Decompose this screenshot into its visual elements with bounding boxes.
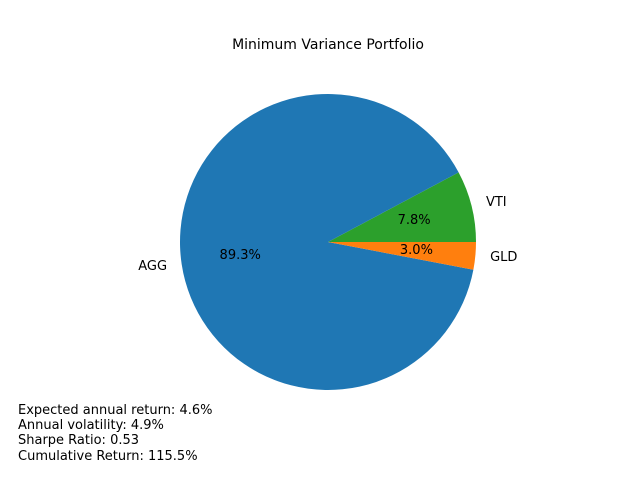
- pie-labels: VTI 7.8% AGG 89.3% GLD 3.0%: [138, 195, 517, 274]
- slice-percent-vti: 7.8%: [398, 213, 431, 228]
- pie-slice-agg: [179, 93, 474, 390]
- pie-slice-vti: [328, 172, 476, 242]
- expected-return-text: Expected annual return: 4.6%: [18, 403, 213, 418]
- slice-percent-gld: 3.0%: [400, 243, 433, 258]
- pie-slices: [179, 93, 476, 390]
- slice-label-agg: AGG: [138, 259, 167, 274]
- volatility-text: Annual volatility: 4.9%: [18, 418, 164, 434]
- slice-label-gld: GLD: [490, 250, 517, 265]
- portfolio-stats: Expected annual return: 4.6% Annual vola…: [18, 403, 212, 464]
- sharpe-ratio-text: Sharpe Ratio: 0.53: [18, 433, 140, 449]
- pie-slice-gld: [328, 242, 476, 270]
- cumulative-return-text: Cumulative Return: 115.5%: [18, 448, 198, 464]
- slice-percent-agg: 89.3%: [220, 248, 261, 263]
- slice-label-vti: VTI: [486, 195, 507, 210]
- chart-title: Minimum Variance Portfolio: [232, 37, 424, 53]
